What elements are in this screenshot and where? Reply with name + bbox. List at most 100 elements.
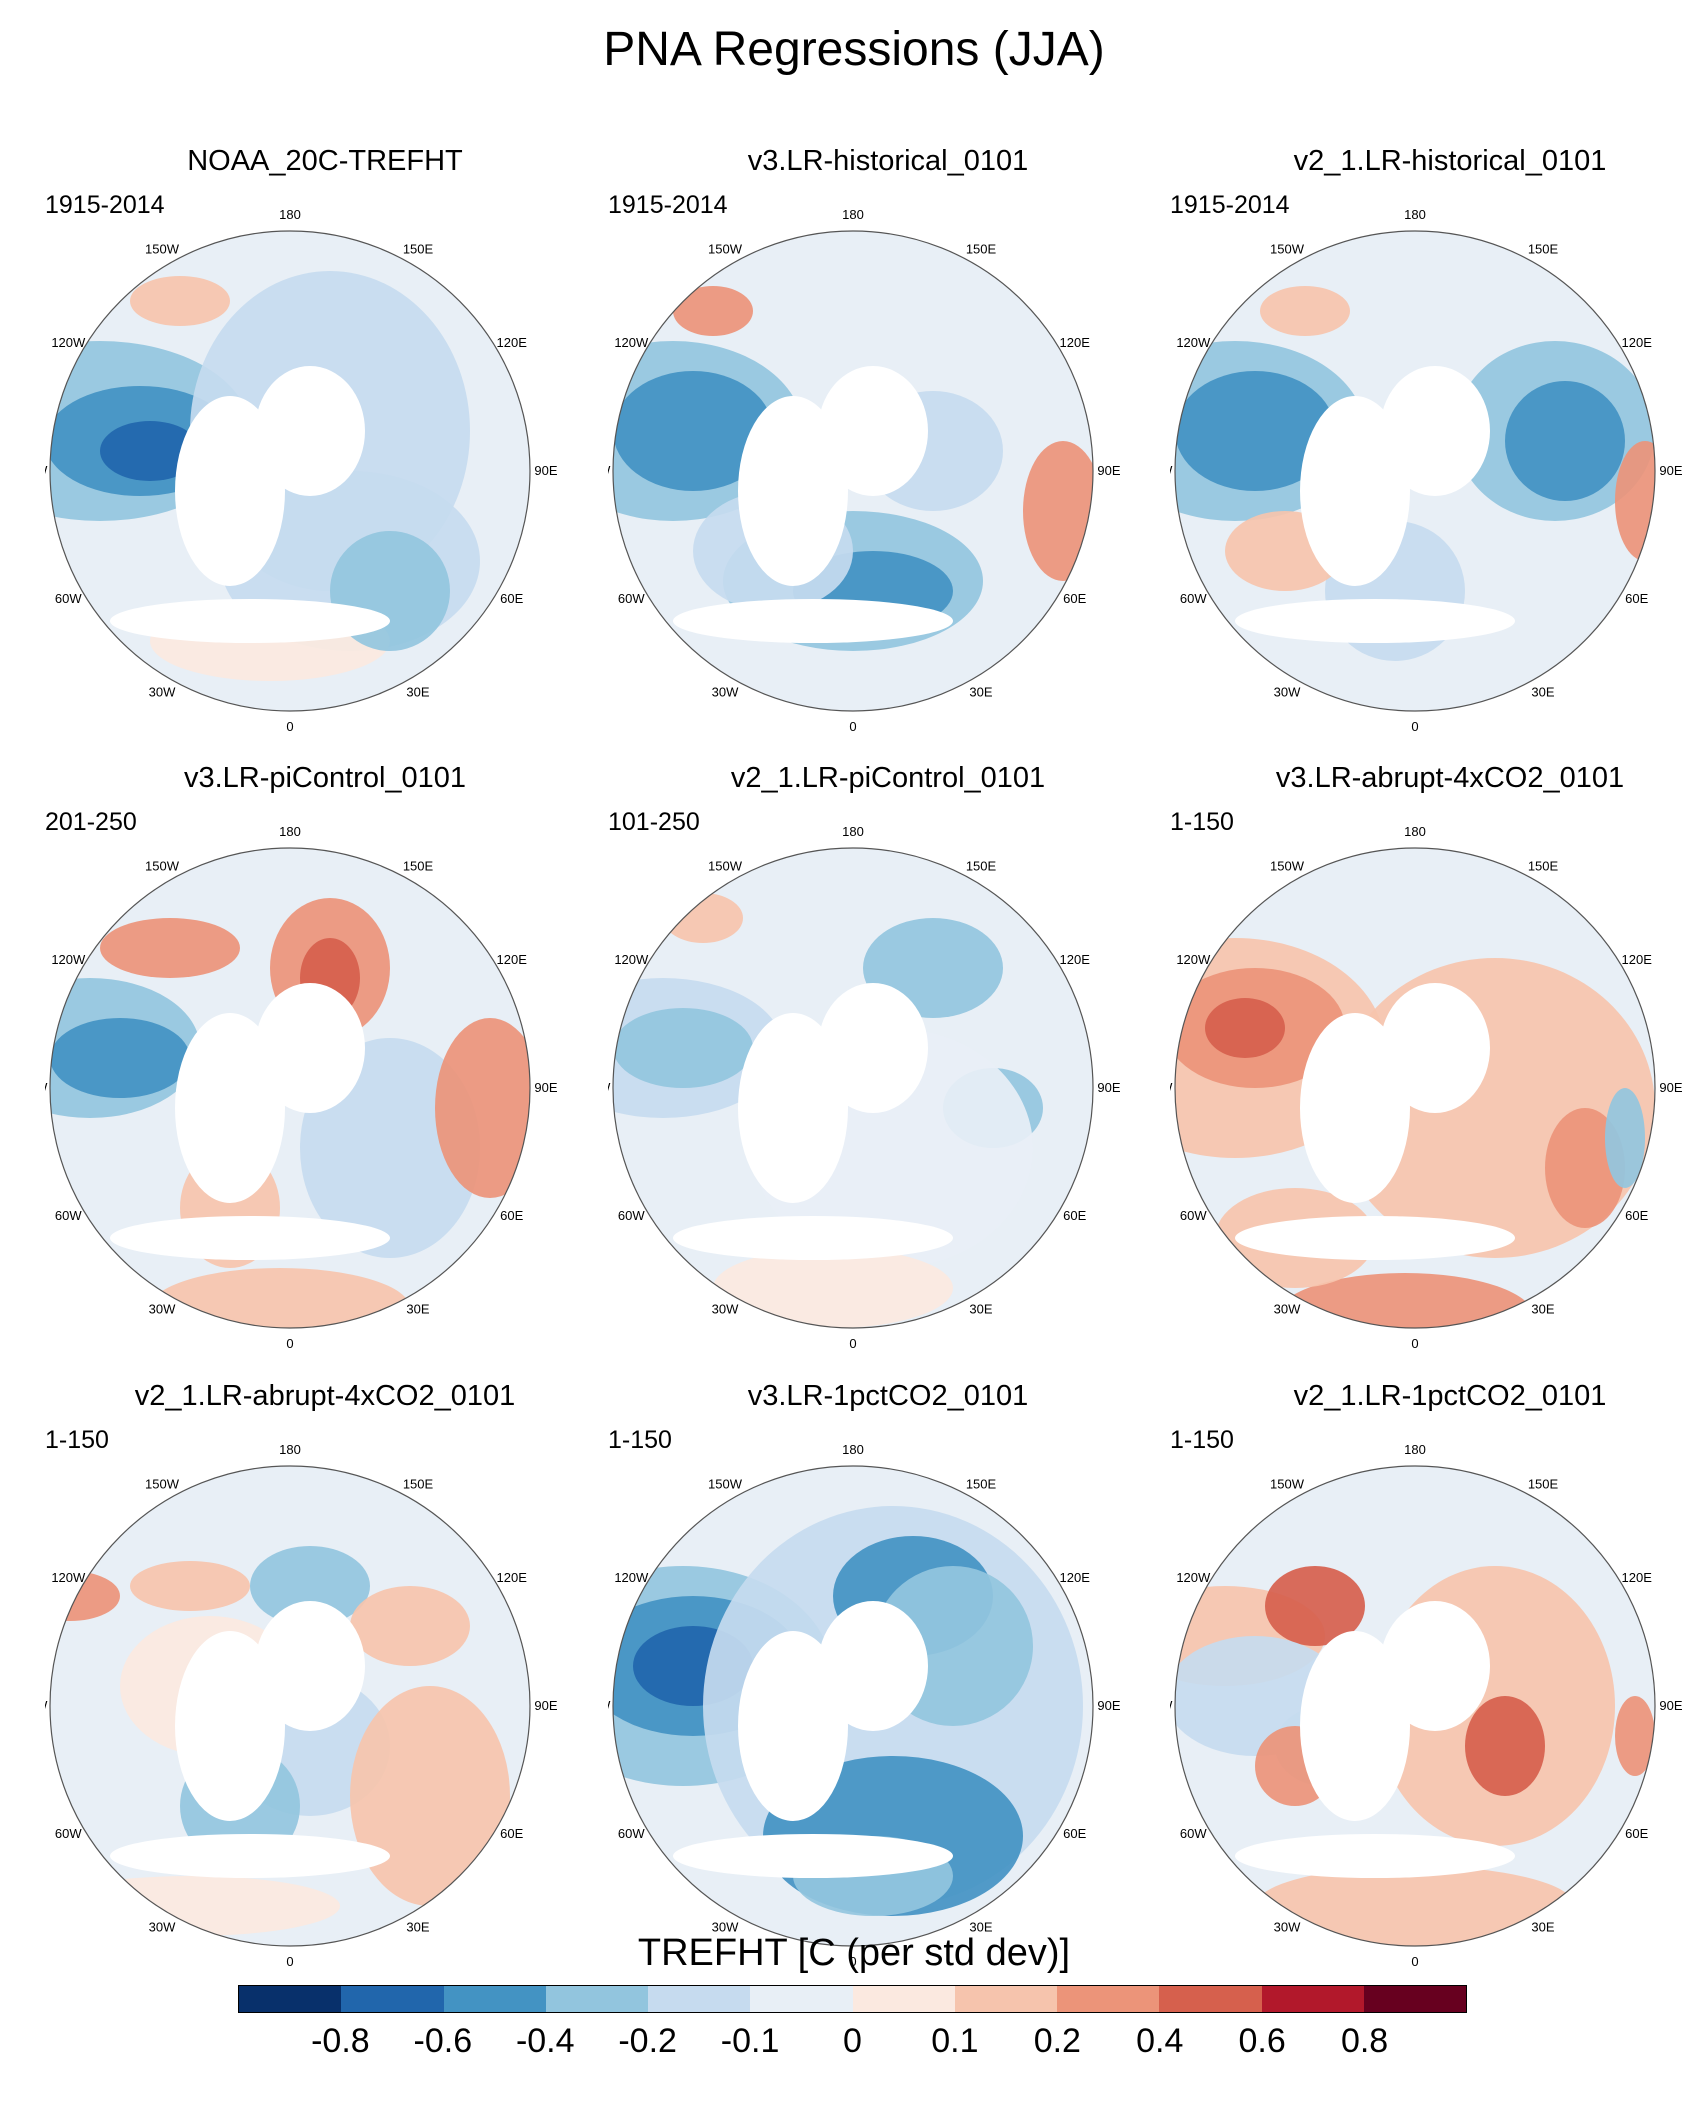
panel-title: v3.LR-abrupt-4xCO2_0101	[1275, 762, 1625, 794]
colorbar-bin	[648, 1986, 751, 2012]
longitude-label: 30E	[1531, 1302, 1554, 1317]
panel-period: 101-250	[608, 808, 700, 836]
longitude-label: 0	[1411, 719, 1418, 734]
map-boundary	[612, 847, 1094, 1329]
longitude-label: 60W	[55, 1208, 82, 1223]
longitude-label: 90E	[1097, 463, 1120, 478]
longitude-label: 150E	[403, 1476, 434, 1491]
longitude-label: 0	[286, 1336, 293, 1351]
anomaly-region	[100, 421, 200, 481]
map-boundary	[612, 230, 1094, 712]
anomaly-region	[713, 1248, 953, 1328]
colorbar-tick-label: 0.2	[1033, 2022, 1081, 2060]
longitude-label: 120W	[1176, 952, 1211, 967]
masked-region	[110, 1834, 390, 1878]
longitude-label: 30E	[406, 1920, 429, 1935]
longitude-label: 0	[849, 719, 856, 734]
longitude-label: 150E	[403, 858, 434, 873]
masked-region	[1300, 1013, 1410, 1203]
colorbar-bin	[1363, 1986, 1466, 2012]
longitude-label: 120E	[497, 1570, 528, 1585]
longitude-label: 0	[849, 1336, 856, 1351]
masked-region	[673, 1834, 953, 1878]
masked-region	[110, 599, 390, 643]
longitude-label: 180	[842, 824, 864, 839]
longitude-label: 0	[1411, 1954, 1418, 1969]
anomaly-region	[350, 1586, 470, 1666]
anomaly-region	[1265, 1566, 1365, 1646]
longitude-label: 120W	[614, 1570, 649, 1585]
longitude-label: 30W	[1274, 685, 1301, 700]
map-panel: 180 150E 120E 90E 60E 30E 0 30W 60W 90W 120W 150W v3…	[1170, 762, 1708, 1362]
longitude-label: 90E	[1659, 1698, 1682, 1713]
longitude-label: 120E	[497, 952, 528, 967]
map-boundary	[49, 1465, 531, 1947]
anomaly-region	[435, 1018, 530, 1198]
masked-region	[110, 1216, 390, 1260]
longitude-label: 60W	[618, 1208, 645, 1223]
longitude-label: 120W	[614, 335, 649, 350]
longitude-label: 120E	[1060, 1570, 1091, 1585]
longitude-label: 60E	[1625, 1826, 1648, 1841]
longitude-label: 120E	[1060, 952, 1091, 967]
longitude-label: 90E	[1097, 1080, 1120, 1095]
longitude-label: 30E	[406, 1302, 429, 1317]
longitude-label: 60E	[500, 1826, 523, 1841]
anomaly-region	[130, 276, 230, 326]
longitude-label: 90E	[1659, 463, 1682, 478]
masked-region	[673, 599, 953, 643]
longitude-label: 120W	[51, 1570, 86, 1585]
masked-region	[738, 1013, 848, 1203]
colorbar-tick-label: -0.6	[413, 2022, 473, 2060]
longitude-label: 120W	[51, 335, 86, 350]
panel-title: v3.LR-historical_0101	[747, 145, 1029, 177]
colorbar-tick-label: 0.1	[931, 2022, 979, 2060]
longitude-label: 90W	[1170, 1698, 1173, 1713]
longitude-label: 60E	[500, 591, 523, 606]
map-boundary	[1174, 230, 1656, 712]
longitude-label: 180	[1404, 1442, 1426, 1457]
colorbar-bin	[443, 1986, 546, 2012]
anomaly-region	[613, 371, 773, 491]
longitude-label: 60W	[618, 1826, 645, 1841]
longitude-label: 90W	[45, 1080, 48, 1095]
panel-title: v3.LR-piControl_0101	[183, 762, 467, 794]
longitude-label: 150W	[145, 858, 180, 873]
longitude-label: 90W	[608, 463, 611, 478]
panel-title: v2_1.LR-1pctCO2_0101	[1293, 1380, 1607, 1412]
panel-period: 1-150	[608, 1426, 672, 1454]
longitude-label: 150W	[708, 241, 743, 256]
longitude-label: 0	[286, 719, 293, 734]
longitude-label: 30E	[1531, 1920, 1554, 1935]
panel-period: 1-150	[45, 1426, 109, 1454]
panel-period: 1915-2014	[1170, 191, 1290, 219]
longitude-label: 30W	[149, 1302, 176, 1317]
longitude-label: 60W	[1180, 1208, 1207, 1223]
map-panel: 180 150E 120E 90E 60E 30E 0 30W 60W 90W 120W 150W v2…	[1170, 1380, 1708, 1980]
longitude-label: 150E	[1528, 241, 1559, 256]
longitude-label: 30E	[969, 1302, 992, 1317]
anomaly-region	[130, 1561, 250, 1611]
panel-period: 1915-2014	[45, 191, 165, 219]
masked-region	[673, 1216, 953, 1260]
longitude-label: 90E	[534, 1080, 557, 1095]
map-panel: 180 150E 120E 90E 60E 30E 0 30W 60W 90W 120W 150W v2…	[45, 1380, 605, 1980]
anomaly-region	[50, 1018, 190, 1098]
panel-title: v2_1.LR-abrupt-4xCO2_0101	[134, 1380, 516, 1412]
longitude-label: 150E	[1528, 858, 1559, 873]
masked-region	[1300, 1631, 1410, 1821]
anomaly-region	[50, 1876, 340, 1936]
anomaly-region	[250, 1546, 370, 1626]
longitude-label: 150W	[1270, 1476, 1305, 1491]
panel-title: v2_1.LR-historical_0101	[1293, 145, 1607, 177]
masked-region	[1300, 396, 1410, 586]
longitude-label: 30W	[712, 1302, 739, 1317]
longitude-label: 180	[842, 1442, 864, 1457]
longitude-label: 0	[286, 1954, 293, 1969]
colorbar-tick-label: 0.4	[1136, 2022, 1184, 2060]
anomaly-region	[1260, 286, 1350, 336]
longitude-label: 120W	[614, 952, 649, 967]
longitude-label: 120E	[1060, 335, 1091, 350]
colorbar-tick-label: 0.6	[1238, 2022, 1286, 2060]
anomaly-region	[1275, 1273, 1535, 1328]
